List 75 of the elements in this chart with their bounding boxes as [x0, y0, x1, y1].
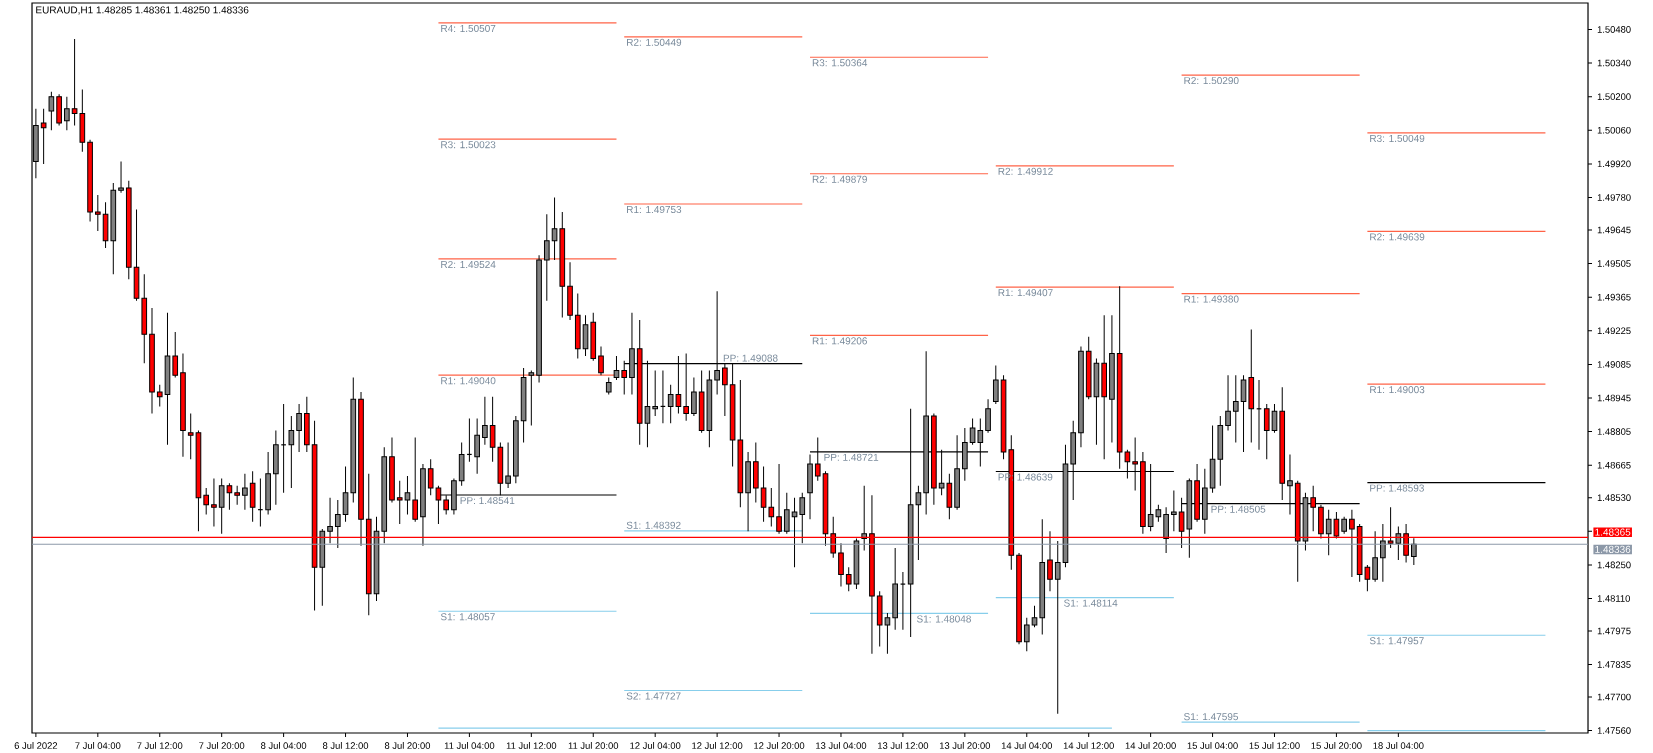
y-tick-label: 1.49780 — [1597, 194, 1631, 201]
x-tick-label: 15 Jul 12:00 — [1249, 742, 1300, 749]
series-label: R1: 1.49206 — [812, 337, 867, 345]
y-tick-label: 1.50200 — [1597, 93, 1631, 100]
y-tick-label: 1.47700 — [1597, 693, 1631, 701]
series-label: R3: 1.50364 — [812, 59, 868, 67]
y-tick-label: 1.47560 — [1597, 727, 1631, 734]
series-label: PP: 1.49088 — [723, 354, 778, 362]
x-tick-label: 14 Jul 20:00 — [1125, 742, 1176, 749]
x-tick-label: 11 Jul 04:00 — [444, 742, 495, 749]
x-tick-label: 13 Jul 04:00 — [816, 742, 867, 749]
x-tick-label: 14 Jul 12:00 — [1063, 742, 1114, 749]
x-tick-label: 6 Jul 2022 — [14, 742, 58, 749]
y-tick-label: 1.48530 — [1597, 494, 1631, 501]
series-label: R2: 1.49639 — [1370, 233, 1425, 241]
y-tick-label: 1.48665 — [1597, 461, 1631, 469]
series-label: PP: 1.48505 — [1211, 505, 1266, 513]
series-label: R3: 1.50023 — [441, 141, 496, 149]
x-tick-label: 15 Jul 04:00 — [1187, 742, 1238, 749]
series-label: R1: 1.49003 — [1370, 386, 1425, 394]
series-label: R1: 1.49407 — [998, 289, 1053, 297]
series-label: S1: 1.48048 — [916, 615, 971, 623]
y-tick-label: 1.49505 — [1597, 260, 1631, 267]
series-label: R2: 1.50449 — [627, 38, 682, 46]
series-label: R1: 1.49753 — [627, 205, 682, 214]
series-label: R1: 1.49380 — [1184, 295, 1239, 303]
series-label: R1: 1.49040 — [441, 377, 496, 385]
x-tick-label: 8 Jul 12:00 — [322, 742, 369, 749]
series-label: R2: 1.49912 — [998, 167, 1053, 175]
y-tick-label: 1.47835 — [1597, 661, 1631, 668]
series-label: S2: 1.47727 — [626, 692, 681, 700]
y-tick-label: 1.50060 — [1597, 126, 1631, 134]
series-label: PP: 1.48593 — [1370, 484, 1424, 492]
series-label: S1: 1.48114 — [1064, 599, 1118, 607]
ref-line-label: 1.48365 — [1595, 528, 1631, 536]
y-tick-label: 1.48945 — [1597, 394, 1631, 402]
x-tick-label: 11 Jul 12:00 — [506, 742, 557, 749]
y-tick-label: 1.50480 — [1597, 26, 1631, 33]
y-tick-label: 1.49365 — [1597, 293, 1631, 301]
x-tick-label: 7 Jul 04:00 — [75, 742, 121, 749]
x-tick-label: 12 Jul 20:00 — [754, 742, 805, 749]
x-tick-label: 8 Jul 04:00 — [261, 742, 307, 749]
series-label: R4: 1.50507 — [441, 24, 496, 32]
x-tick-label: 12 Jul 04:00 — [630, 742, 681, 749]
y-tick-label: 1.49085 — [1597, 361, 1631, 368]
x-tick-label: 11 Jul 20:00 — [568, 742, 619, 749]
ref-line-label: 1.48336 — [1595, 545, 1631, 553]
x-tick-label: 8 Jul 20:00 — [384, 742, 431, 749]
y-tick-label: 1.47975 — [1597, 627, 1631, 635]
series-label: R2: 1.49524 — [441, 260, 496, 269]
y-tick-label: 1.49645 — [1597, 226, 1631, 234]
y-tick-label: 1.48110 — [1597, 595, 1630, 602]
y-tick-label: 1.48805 — [1597, 428, 1631, 435]
series-label: PP: 1.48541 — [460, 497, 515, 505]
series-label: S1: 1.48057 — [440, 613, 495, 621]
x-tick-label: 13 Jul 12:00 — [878, 742, 929, 749]
series-label: R2: 1.49879 — [812, 175, 867, 183]
x-tick-label: 7 Jul 20:00 — [199, 742, 245, 749]
series-label: S1: 1.48392 — [626, 521, 681, 529]
series-label: R3: 1.50049 — [1370, 134, 1425, 142]
y-tick-label: 1.49225 — [1597, 327, 1631, 335]
series-label: S1: 1.47957 — [1369, 637, 1424, 645]
x-tick-label: 14 Jul 04:00 — [1001, 742, 1052, 749]
chart-title: EURAUD,H1 1.48285 1.48361 1.48250 1.48336 — [36, 6, 249, 15]
x-tick-label: 7 Jul 12:00 — [137, 742, 183, 749]
series-label: S1: 1.47595 — [1184, 713, 1239, 721]
y-tick-label: 1.50340 — [1597, 59, 1631, 67]
x-tick-label: 12 Jul 12:00 — [692, 742, 743, 749]
series-label: R2: 1.50290 — [1184, 77, 1239, 85]
x-tick-label: 15 Jul 20:00 — [1311, 742, 1362, 749]
y-tick-label: 1.49920 — [1597, 160, 1631, 168]
y-tick-label: 1.48250 — [1597, 561, 1631, 569]
x-tick-label: 18 Jul 04:00 — [1373, 742, 1424, 749]
series-label: PP: 1.48721 — [824, 453, 879, 461]
x-tick-label: 13 Jul 20:00 — [939, 742, 991, 749]
